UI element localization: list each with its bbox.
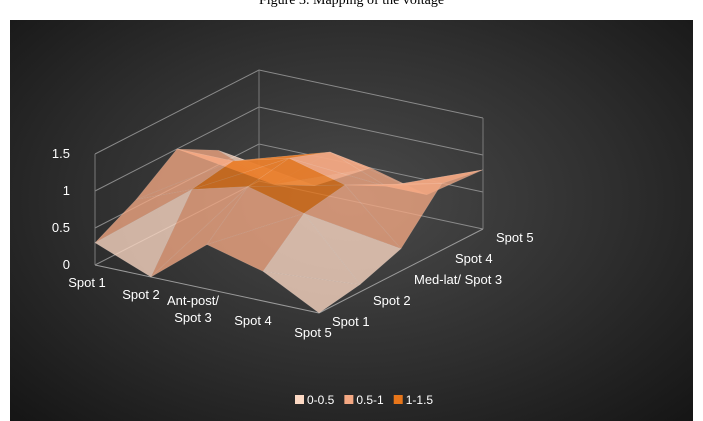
- z-tick-label: 1.5: [52, 146, 70, 161]
- gridline-z-3: [94, 69, 484, 155]
- floor-edge-1: [318, 228, 484, 314]
- y-tick-label: Spot 2: [373, 293, 411, 308]
- y-tick-label: Spot 4: [455, 251, 493, 266]
- surface-facet: [191, 157, 290, 190]
- legend-swatch: [344, 395, 354, 404]
- legend-label: 1-1.5: [406, 393, 434, 407]
- surface-facet: [262, 271, 361, 314]
- caption-text: Figure 3. Mapping of the voltage: [258, 0, 445, 8]
- x-axis-title: Ant-post/: [167, 293, 219, 308]
- z-tick-label: 1: [63, 183, 70, 198]
- legend-swatch: [393, 395, 403, 404]
- surface-facet: [329, 151, 428, 196]
- x-tick-label: Spot 4: [234, 313, 272, 328]
- legend-layer: 0-0.5 0.5-1 1-1.5: [295, 393, 433, 407]
- surface-layer: [94, 148, 484, 314]
- x-tick-label: Spot 2: [122, 287, 160, 302]
- floor-edge-0: [94, 264, 320, 314]
- chart-panel: 0 0.5 1 1.5 Spot 1 Spot 2 Ant-post/Spot 3 Spot …: [10, 20, 693, 421]
- y-tick-label: Spot 5: [496, 230, 534, 245]
- z-tick-label: 0: [63, 257, 70, 272]
- figure-caption: Figure 3. Mapping of the voltage: [0, 0, 703, 20]
- x-tick-label: Spot 1: [68, 275, 106, 290]
- y-tick-label: Spot 1: [332, 314, 370, 329]
- surface-facet: [344, 183, 443, 250]
- z-tick-label: 0.5: [52, 220, 70, 235]
- legend-label: 0-0.5: [307, 393, 335, 407]
- x-tick-label: Spot 3: [174, 310, 212, 325]
- x-tick-label: Spot 5: [294, 325, 332, 340]
- legend-label: 0.5-1: [356, 393, 384, 407]
- legend-swatch: [295, 395, 304, 404]
- y-tick-label: Med-lat/ Spot 3: [414, 272, 502, 287]
